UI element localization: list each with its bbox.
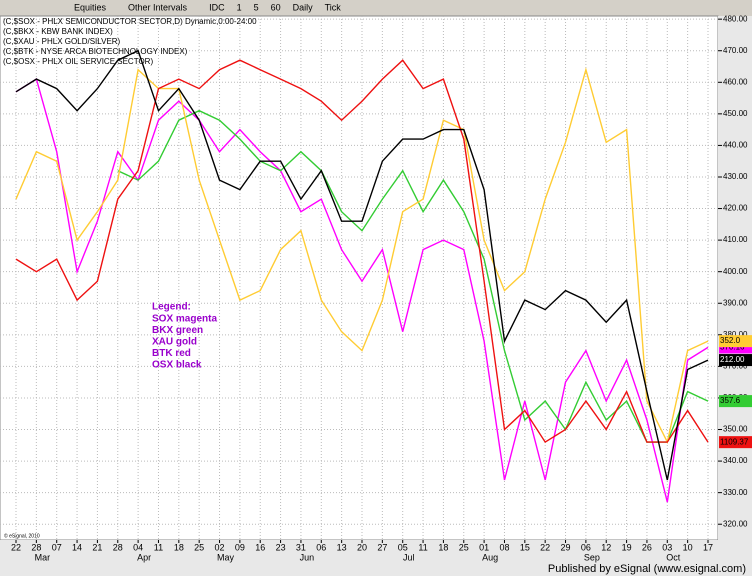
x-tick-label: 06 [581, 542, 591, 552]
series-line [117, 109, 709, 443]
last-value-box [719, 395, 752, 408]
last-value-box [719, 354, 752, 367]
last-value-box [719, 335, 752, 348]
y-tick-label: 480.00 [723, 14, 748, 23]
x-axis-area [0, 540, 752, 576]
month-label: Jul [403, 552, 415, 562]
y-tick-label: 400.00 [723, 267, 748, 276]
x-tick-label: 12 [601, 542, 611, 552]
toolbar-item[interactable]: Tick [325, 2, 342, 12]
footer: Published by eSignal (www.esignal.com) [548, 563, 746, 575]
x-tick-label: 14 [72, 542, 82, 552]
series-line [15, 49, 709, 481]
x-tick-label: 29 [561, 542, 571, 552]
x-tick-label: 28 [113, 542, 123, 552]
y-tick-label: 330.00 [723, 488, 748, 497]
legend-entry: XAU gold [152, 337, 197, 348]
x-tick-label: 13 [337, 542, 347, 552]
x-tick-label: 01 [479, 542, 489, 552]
month-label: Apr [137, 552, 151, 562]
x-tick-label: 22 [540, 542, 550, 552]
x-tick-label: 11 [154, 542, 163, 552]
y-axis-area [718, 16, 752, 540]
toolbar [0, 0, 752, 16]
copyright: © eSignal, 2010 [4, 532, 40, 539]
legend-entry: BKX green [152, 325, 203, 336]
x-tick-label: 08 [499, 542, 509, 552]
x-tick-label: 07 [52, 542, 62, 552]
month-label: May [217, 552, 235, 562]
y-tick-label: 430.00 [723, 172, 748, 181]
last-value-label: 352.0 [720, 336, 741, 345]
x-tick-label: 03 [662, 542, 672, 552]
symbol-label: (C,$XAU - PHLX GOLD/SILVER) [3, 37, 121, 46]
x-tick-label: 09 [235, 542, 245, 552]
x-tick-label: 25 [459, 542, 469, 552]
y-tick-label: 460.00 [723, 77, 748, 86]
last-value-label: 212.00 [720, 355, 745, 364]
last-value-label: 357.6 [720, 396, 741, 405]
toolbar-item[interactable]: Other Intervals [128, 2, 188, 12]
x-tick-label: 19 [622, 542, 632, 552]
x-tick-label: 05 [398, 542, 408, 552]
x-tick-label: 11 [418, 542, 427, 552]
x-tick-label: 28 [31, 542, 41, 552]
toolbar-item[interactable]: 1 [237, 2, 242, 12]
legend-entry: SOX magenta [152, 314, 217, 325]
x-tick-label: 20 [357, 542, 367, 552]
series-line [15, 67, 709, 445]
x-tick-label: 27 [377, 542, 387, 552]
y-tick-label: 420.00 [723, 204, 748, 213]
x-tick-label: 15 [520, 542, 530, 552]
month-label: Mar [35, 552, 51, 562]
symbol-label: (C,$BTK - NYSE ARCA BIOTECHNOLOGY INDEX) [3, 47, 188, 56]
toolbar-item[interactable]: IDC [209, 2, 225, 12]
x-tick-label: 26 [642, 542, 652, 552]
y-tick-label: 410.00 [723, 235, 748, 244]
y-tick-label: 450.00 [723, 109, 748, 118]
month-label: Sep [584, 552, 600, 562]
legend-entry: BTK red [152, 348, 191, 359]
symbol-label: (C,$SOX - PHLX SEMICONDUCTOR SECTOR,D) D… [3, 17, 257, 26]
x-tick-label: 17 [703, 542, 713, 552]
toolbar-item[interactable]: 5 [254, 2, 259, 12]
symbol-label: (C,$BKX - KBW BANK INDEX) [3, 27, 113, 36]
toolbar-item[interactable]: 60 [271, 2, 281, 12]
toolbar-item[interactable]: Daily [293, 2, 314, 12]
legend-title: Legend: [152, 302, 191, 313]
toolbar-item[interactable]: Equities [74, 2, 107, 12]
y-tick-label: 350.00 [723, 425, 748, 434]
y-tick-label: 380.00 [723, 330, 748, 339]
y-tick-label: 440.00 [723, 141, 748, 150]
symbol-label: (C,$OSX - PHLX OIL SERVICE SECTOR) [3, 57, 153, 66]
x-tick-label: 06 [316, 542, 326, 552]
month-label: Jun [300, 552, 315, 562]
y-tick-label: 340.00 [723, 456, 748, 465]
last-value-box [719, 436, 752, 449]
x-tick-label: 22 [11, 542, 21, 552]
x-tick-label: 21 [92, 542, 102, 552]
x-tick-label: 18 [438, 542, 448, 552]
x-tick-label: 31 [296, 542, 306, 552]
x-tick-label: 16 [255, 542, 265, 552]
last-value-label: 1109.37 [720, 437, 749, 446]
series-line [15, 78, 709, 503]
x-tick-label: 18 [174, 542, 184, 552]
series-line [15, 59, 709, 444]
month-label: Aug [482, 552, 498, 562]
x-tick-label: 10 [683, 542, 693, 552]
x-tick-label: 02 [215, 542, 225, 552]
y-tick-label: 470.00 [723, 46, 748, 55]
y-tick-label: 320.00 [723, 519, 748, 528]
month-label: Oct [666, 552, 681, 562]
legend-entry: OSX black [152, 360, 202, 371]
plot-area [0, 15, 719, 541]
y-tick-label: 390.00 [723, 298, 748, 307]
x-tick-label: 04 [133, 542, 143, 552]
x-tick-label: 25 [194, 542, 204, 552]
x-tick-label: 23 [276, 542, 286, 552]
